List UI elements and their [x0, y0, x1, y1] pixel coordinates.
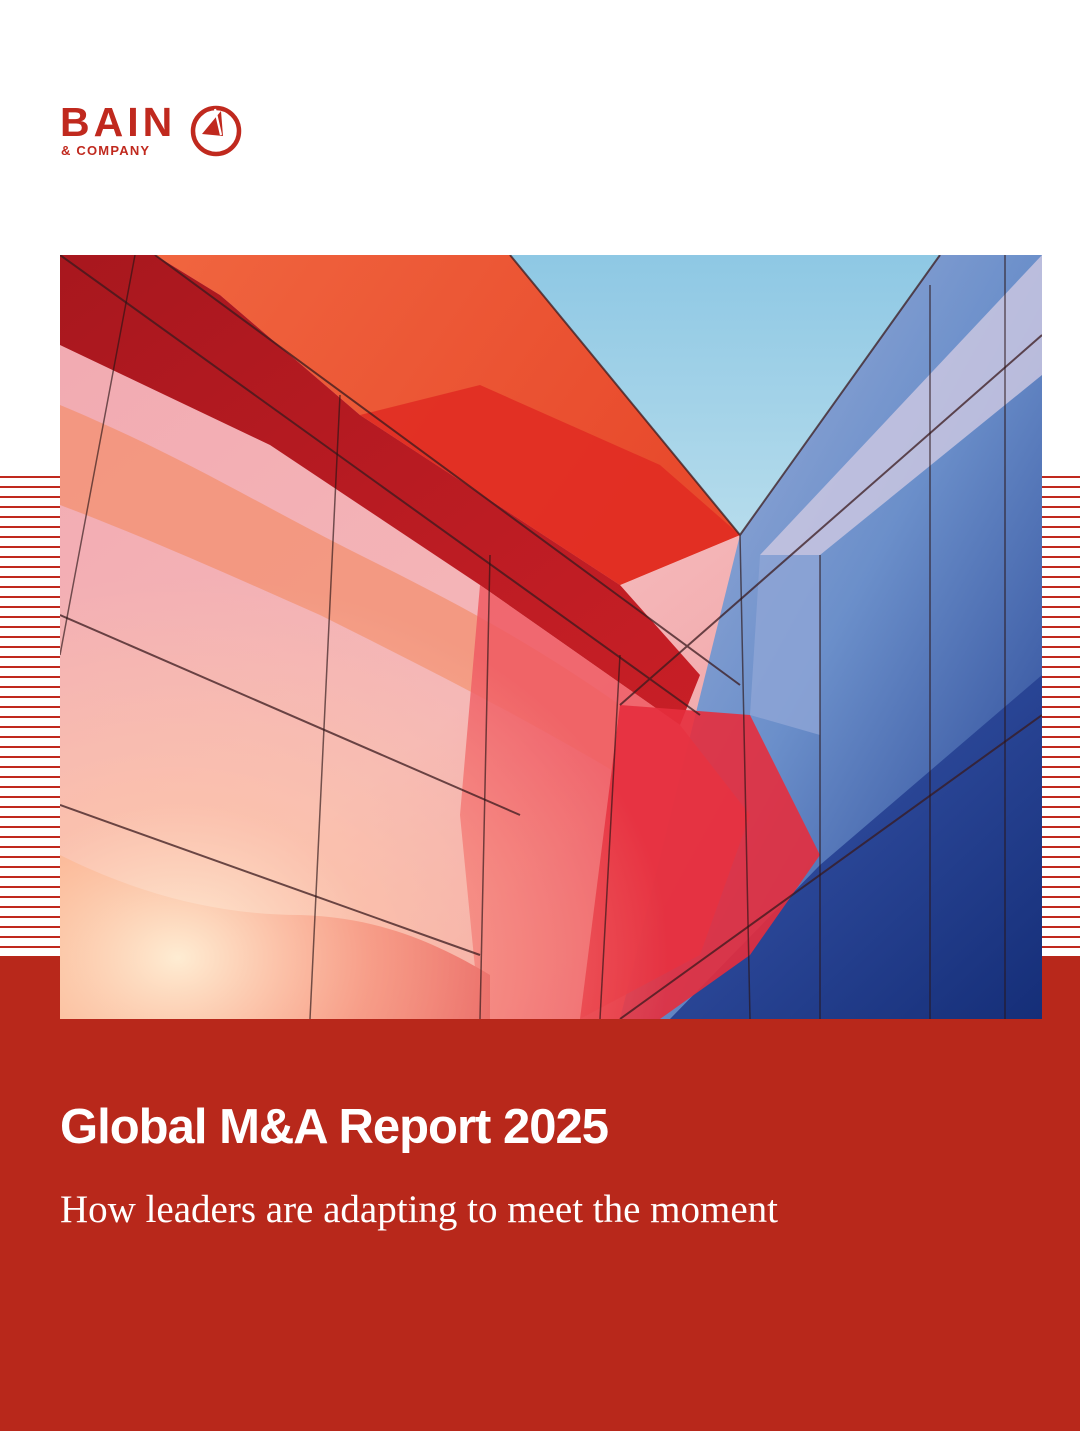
- logo-subtitle: & COMPANY: [61, 143, 151, 158]
- bain-logo: BAIN & COMPANY: [60, 100, 250, 162]
- cover-red-band: [0, 956, 1080, 1431]
- decorative-stripes-left: [0, 476, 60, 956]
- glass-facade-photo: [60, 255, 1042, 1019]
- cover-photo: [60, 255, 1042, 1019]
- report-title: Global M&A Report 2025: [60, 1100, 609, 1154]
- logo-wordmark: BAIN: [60, 99, 177, 145]
- decorative-stripes-right: [1042, 476, 1080, 956]
- report-subtitle: How leaders are adapting to meet the mom…: [60, 1188, 778, 1231]
- compass-logo-icon: [190, 105, 242, 157]
